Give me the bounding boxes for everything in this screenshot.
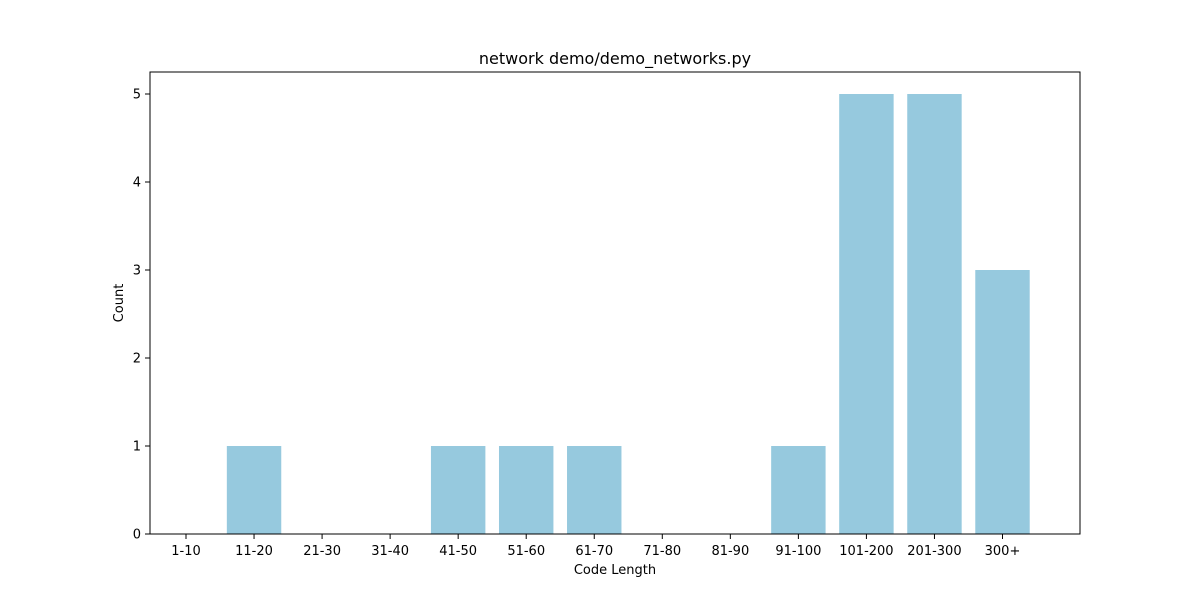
x-tick-label: 300+: [985, 544, 1021, 559]
bar-41-50: [430, 446, 486, 534]
x-tick-label: 61-70: [575, 544, 613, 559]
y-tick-label: 5: [133, 88, 141, 103]
x-tick-label: 71-80: [643, 544, 681, 559]
x-axis-label: Code Length: [574, 563, 656, 578]
y-tick-label: 2: [133, 352, 141, 367]
bar-101-200: [839, 94, 894, 534]
bar-91-100: [771, 446, 826, 534]
x-tick-label: 11-20: [235, 544, 273, 559]
bar-300+: [975, 270, 1030, 534]
x-tick-label: 201-300: [907, 544, 961, 559]
x-tick-label: 81-90: [711, 544, 749, 559]
y-ticks-group: 0 1 2 3 4 5: [133, 88, 150, 543]
bar-61-70: [567, 446, 622, 534]
x-tick-label: 51-60: [507, 544, 545, 559]
x-tick-label: 1-10: [171, 544, 201, 559]
plot-frame: [149, 71, 1081, 535]
y-tick-label: 3: [133, 264, 141, 279]
bar-11-20: [226, 446, 282, 534]
bar-51-60: [498, 446, 554, 534]
y-tick-label: 4: [133, 176, 141, 191]
x-tick-label: 101-200: [839, 544, 893, 559]
x-ticks-group: 1-10 11-20 21-30 31-40 41-50 51-60 61-70 71-80 8…: [171, 534, 1020, 559]
y-axis-label: Count: [112, 284, 127, 323]
chart-title: network demo/demo_networks.py: [479, 49, 751, 69]
bar-201-300: [907, 94, 962, 534]
x-tick-label: 31-40: [371, 544, 409, 559]
bars-group: [226, 94, 1030, 534]
x-tick-label: 21-30: [303, 544, 341, 559]
y-tick-label: 1: [133, 440, 141, 455]
x-tick-label: 41-50: [439, 544, 477, 559]
y-tick-label: 0: [133, 528, 141, 543]
x-tick-label: 91-100: [775, 544, 821, 559]
